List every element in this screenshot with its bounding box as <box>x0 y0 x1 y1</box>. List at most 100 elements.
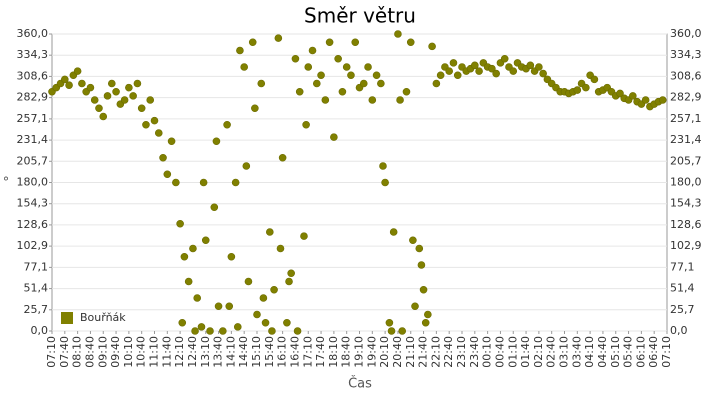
x-tick-label: 01:10 <box>506 336 519 368</box>
point <box>137 104 146 113</box>
point <box>189 244 197 253</box>
x-tick-label: 19:40 <box>365 336 378 368</box>
legend-label: Bouřňák <box>80 311 126 324</box>
point <box>251 104 259 113</box>
point <box>573 86 582 94</box>
x-tick-label: 11:10 <box>148 336 161 368</box>
x-tick-label: 05:40 <box>622 336 635 368</box>
x-tick-label: 20:40 <box>391 336 404 368</box>
point <box>261 318 270 327</box>
x-tick-label: 04:40 <box>596 336 609 368</box>
y-tick-label: 257,1 <box>17 112 49 125</box>
point <box>199 178 208 187</box>
y-tick-label: 308,6 <box>17 69 49 82</box>
x-tick-label: 10:40 <box>135 336 148 368</box>
x-tick-label: 17:10 <box>301 336 314 368</box>
point <box>214 302 223 311</box>
point <box>398 327 407 335</box>
point <box>488 64 496 73</box>
x-tick-label: 21:40 <box>417 336 430 368</box>
point <box>184 277 193 286</box>
point <box>304 63 313 71</box>
x-tick-label: 22:10 <box>429 336 442 368</box>
y2-tick-label: 25,7 <box>670 303 695 316</box>
point <box>302 120 310 129</box>
y2-tick-label: 231,4 <box>670 133 702 146</box>
point <box>509 67 518 75</box>
point <box>415 244 424 253</box>
point <box>154 129 163 137</box>
point <box>285 277 293 286</box>
x-tick-label: 10:10 <box>122 336 135 368</box>
point <box>142 120 150 129</box>
point <box>268 327 276 335</box>
point <box>231 178 240 187</box>
y2-tick-label: 51,4 <box>670 282 695 295</box>
y2-tick-label: 128,6 <box>670 218 702 231</box>
point <box>240 63 248 71</box>
x-tick-label: 00:40 <box>493 336 506 368</box>
point <box>259 294 268 302</box>
x-tick-label: 14:10 <box>224 336 237 368</box>
y-tick-label: 282,9 <box>17 91 49 104</box>
point <box>582 83 590 92</box>
x-axis-title: Čas <box>348 376 372 392</box>
point <box>500 54 509 63</box>
point <box>424 310 432 319</box>
point <box>120 96 129 104</box>
y2-tick-label: 77,1 <box>670 260 695 273</box>
y-tick-label: 334,3 <box>17 48 49 61</box>
point <box>233 323 242 331</box>
point <box>242 162 251 170</box>
point <box>453 71 462 80</box>
x-tick-label: 23:40 <box>468 336 481 368</box>
point <box>359 79 368 88</box>
point <box>244 277 253 286</box>
point <box>321 96 330 104</box>
point <box>317 71 325 80</box>
point <box>107 79 116 88</box>
y2-tick-label: 154,3 <box>670 197 702 210</box>
y-tick-label: 128,6 <box>17 218 49 231</box>
point <box>159 153 167 162</box>
point <box>377 79 385 88</box>
y-tick-label: 180,0 <box>17 176 49 189</box>
y2-tick-label: 180,0 <box>670 176 702 189</box>
point <box>163 170 172 179</box>
point <box>394 30 402 38</box>
x-tick-label: 08:40 <box>83 336 96 368</box>
point <box>103 92 112 100</box>
x-tick-label: 18:40 <box>340 336 353 368</box>
y-tick-label: 360,0 <box>17 27 49 40</box>
point <box>212 137 221 146</box>
point <box>368 96 377 104</box>
point <box>364 63 372 71</box>
point <box>146 96 155 104</box>
y-tick-label: 0,0 <box>31 324 49 337</box>
y-tick-label: 102,9 <box>17 239 49 252</box>
x-tick-label: 15:40 <box>263 336 276 368</box>
point <box>372 71 381 80</box>
point <box>402 87 411 96</box>
point <box>338 87 347 96</box>
point <box>86 83 95 92</box>
point <box>436 71 445 80</box>
x-tick-label: 14:40 <box>237 336 250 368</box>
x-tick-label: 05:10 <box>609 336 622 368</box>
point <box>330 133 338 141</box>
chart-title: Směr větru <box>304 4 416 28</box>
point <box>409 236 417 245</box>
x-tick-label: 15:10 <box>250 336 263 368</box>
point <box>379 162 387 170</box>
x-tick-label: 01:40 <box>519 336 532 368</box>
point <box>266 228 274 236</box>
x-tick-label: 04:10 <box>583 336 596 368</box>
point <box>219 327 227 335</box>
x-tick-label: 13:40 <box>212 336 225 368</box>
x-tick-label: 02:40 <box>545 336 558 368</box>
point <box>172 178 180 187</box>
point <box>526 61 535 70</box>
x-tick-label: 12:40 <box>186 336 199 368</box>
x-tick-label: 23:10 <box>455 336 468 368</box>
x-tick-label: 19:10 <box>353 336 366 368</box>
